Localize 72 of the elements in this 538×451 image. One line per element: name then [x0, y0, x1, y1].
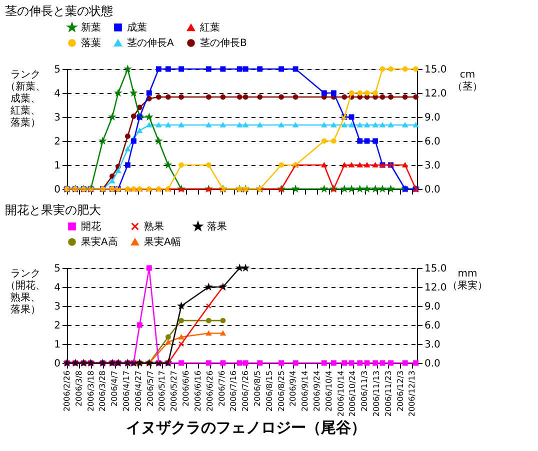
- x-tick-label: 2006/10/4: [324, 370, 334, 412]
- x-tick-label: 2006/12/13: [408, 370, 417, 417]
- y-tick-label: 3: [54, 112, 60, 124]
- y-tick-label: 5: [54, 64, 60, 76]
- x-tick-label: 2006/5/7: [146, 370, 155, 406]
- x-tick-label: 2006/2/26: [62, 370, 72, 412]
- y-axis-title: ランク（新葉、成葉、紅葉、落葉）: [6, 70, 46, 128]
- y2-tick-label: 6.0: [424, 320, 440, 332]
- x-tick-label: 2006/7/6: [217, 370, 226, 406]
- y-tick-label: 0: [54, 358, 60, 370]
- y2-tick-label: 6.0: [424, 136, 440, 148]
- x-tick-label: 2006/7/16: [229, 370, 238, 412]
- y-tick-label: 1: [54, 340, 60, 350]
- legend-label: 落果: [207, 220, 227, 232]
- x-tick-label: 2006/9/4: [288, 370, 298, 406]
- y-tick-label: 3: [54, 302, 60, 312]
- legend-label: 果実A幅: [144, 236, 181, 248]
- x-tick-label: 2006/11/13: [372, 370, 382, 417]
- y-tick-label: 4: [54, 282, 60, 294]
- y2-tick-label: 3.0: [424, 160, 440, 172]
- x-tick-label: 2006/4/27: [134, 370, 143, 412]
- legend-label: 熟果: [144, 220, 164, 232]
- text: イヌザクラのフェノロジー（尾谷）: [126, 418, 366, 437]
- x-tick-label: 2006/6/26: [205, 370, 214, 412]
- x-tick-label: 2006/10/14: [336, 370, 346, 417]
- legend-label: 果実A高: [81, 236, 118, 248]
- y2-tick-label: 3.0: [424, 340, 440, 350]
- x-tick-label: 2006/3/28: [98, 370, 108, 412]
- x-tick-label: 2006/9/24: [312, 370, 322, 412]
- y2-axis-title: mm（果実）: [448, 268, 488, 292]
- y-tick-label: 5: [54, 264, 60, 274]
- x-tick-label: 2006/6/16: [193, 370, 202, 412]
- x-tick-label: 2006/4/17: [122, 370, 132, 412]
- x-tick-label: 2006/6/6: [182, 370, 191, 406]
- x-tick-label: 2006/11/23: [384, 370, 393, 417]
- x-tick-label: 2006/3/18: [86, 370, 96, 412]
- y2-axis-title: cm（茎）: [452, 70, 482, 92]
- y2-tick-label: 0.0: [424, 184, 440, 196]
- y2-tick-label: 15.0: [424, 264, 447, 274]
- y2-tick-label: 9.0: [424, 302, 440, 312]
- x-tick-label: 2006/3/8: [74, 370, 84, 406]
- chart-title: 茎の伸長と葉の状態: [5, 4, 113, 18]
- y2-tick-label: 12.0: [424, 88, 447, 100]
- legend-label: 新葉: [81, 21, 101, 34]
- x-tick-label: 2006/4/7: [110, 370, 120, 406]
- x-tick-label: 2006/5/27: [170, 370, 179, 412]
- legend-label: 茎の伸長A: [127, 37, 174, 49]
- legend-label: 落葉: [81, 37, 101, 49]
- x-tick-label: 2006/10/24: [348, 370, 358, 417]
- legend-label: 開花: [81, 220, 101, 232]
- x-tick-label: 2006/8/5: [252, 370, 262, 406]
- x-tick-label: 2006/8/25: [276, 370, 286, 412]
- x-tick-label: 2006/11/3: [360, 370, 370, 412]
- y-tick-label: 0: [54, 184, 60, 196]
- x-tick-label: 2006/7/26: [241, 370, 250, 412]
- y-tick-label: 2: [54, 136, 60, 148]
- x-tick-label: 2006/8/15: [264, 370, 274, 412]
- y2-tick-label: 12.0: [424, 282, 447, 294]
- x-tick-label: 2006/5/17: [158, 370, 167, 412]
- x-tick-label: 2006/12/3: [396, 370, 405, 412]
- y-axis-title: ランク（開花、熟果、落果）: [6, 268, 46, 316]
- legend-label: 紅葉: [200, 22, 220, 34]
- y-tick-label: 1: [54, 160, 60, 172]
- y-tick-label: 4: [54, 88, 60, 100]
- y2-tick-label: 0.0: [424, 358, 440, 370]
- x-tick-label: 2006/9/14: [300, 370, 310, 412]
- y2-tick-label: 15.0: [424, 64, 447, 76]
- legend-label: 茎の伸長B: [200, 37, 247, 49]
- y-tick-label: 2: [54, 320, 60, 332]
- legend-label: 成葉: [127, 21, 147, 34]
- chart-title: 開花と果実の肥大: [5, 203, 101, 217]
- y2-tick-label: 9.0: [424, 112, 440, 124]
